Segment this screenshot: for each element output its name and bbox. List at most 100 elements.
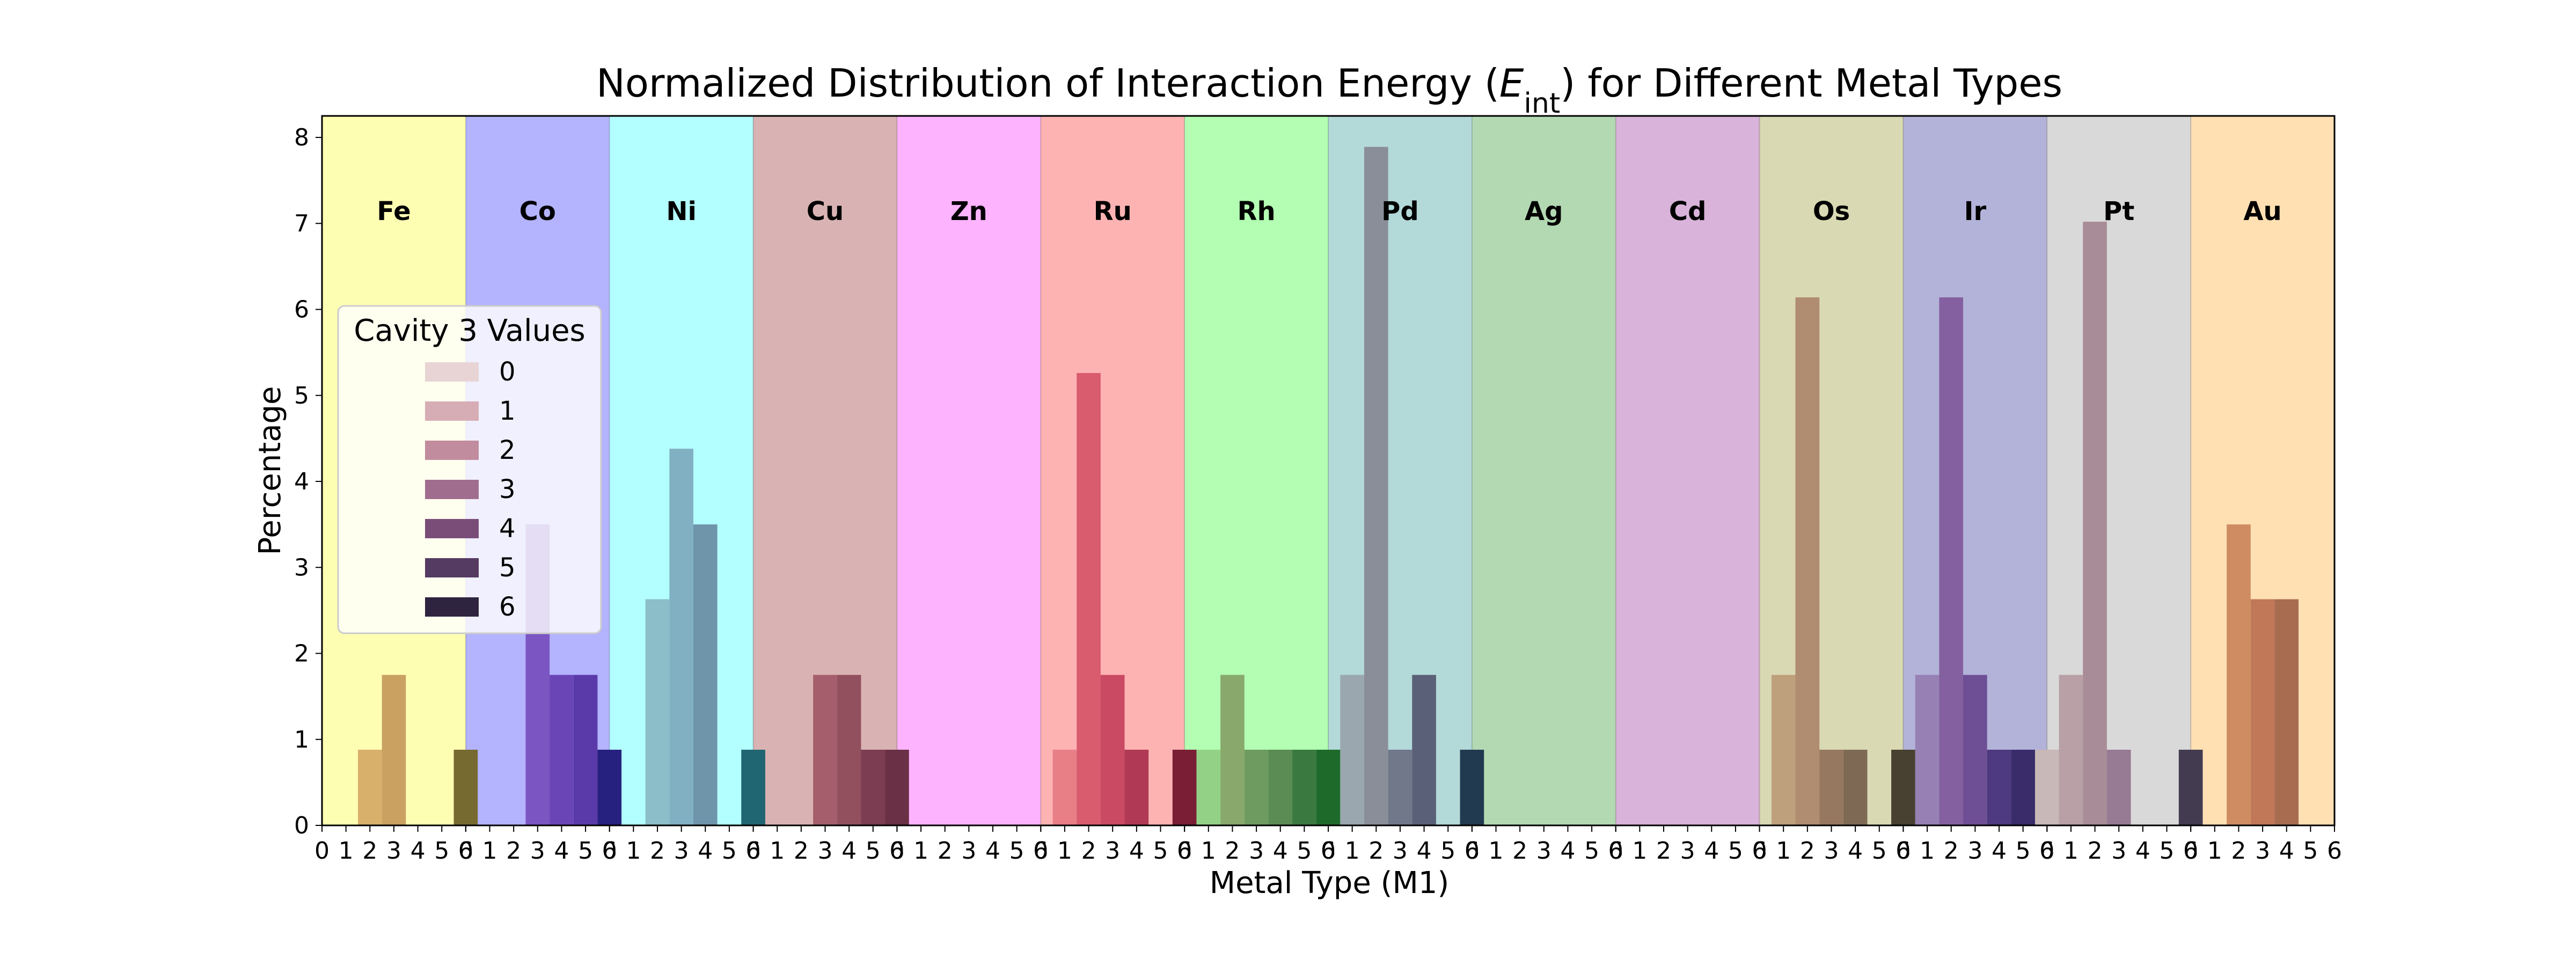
bar-os-2 <box>1795 297 1820 825</box>
bar-au-3 <box>2250 599 2275 825</box>
legend-swatch-6 <box>425 597 479 617</box>
group-band-rh <box>1184 116 1328 825</box>
x-tick-label: 6 <box>1752 837 1767 865</box>
legend-label-4: 4 <box>499 514 516 544</box>
bar-ni-3 <box>669 449 693 825</box>
y-tick-label: 7 <box>294 210 309 237</box>
x-tick-label: 0 <box>1465 837 1480 865</box>
x-tick-label: 6 <box>1321 837 1336 865</box>
y-tick-label: 1 <box>294 726 309 753</box>
group-band-cd <box>1615 116 1760 825</box>
x-tick-label: 0 <box>2183 837 2198 865</box>
bar-ir-4 <box>1987 749 2011 825</box>
x-tick-label: 1 <box>770 837 785 865</box>
group-label-rh: Rh <box>1238 196 1276 226</box>
bar-pd-3 <box>1388 749 1413 825</box>
x-tick-label: 5 <box>1009 837 1024 865</box>
group-label-zn: Zn <box>950 196 987 226</box>
legend-swatch-1 <box>425 401 479 421</box>
x-tick-label: 3 <box>674 837 689 865</box>
x-tick-label: 6 <box>1608 837 1623 865</box>
x-tick-label: 6 <box>458 837 473 865</box>
bar-ru-2 <box>1077 373 1101 825</box>
x-tick-label: 4 <box>841 837 857 865</box>
x-tick-label: 3 <box>1249 837 1264 865</box>
bar-ru-1 <box>1052 749 1077 825</box>
y-tick-label: 0 <box>294 812 309 839</box>
x-tick-label: 2 <box>650 837 665 865</box>
x-tick-label: 4 <box>1129 837 1144 865</box>
legend-title: Cavity 3 Values <box>354 313 585 348</box>
bar-ni-6 <box>741 749 765 825</box>
x-tick-label: 0 <box>1321 837 1336 865</box>
x-tick-label: 5 <box>2303 837 2318 865</box>
x-tick-label: 5 <box>578 837 593 865</box>
group-band-ag <box>1472 116 1616 825</box>
x-tick-label: 0 <box>1033 837 1048 865</box>
bar-cu-6 <box>885 749 909 825</box>
legend-swatch-0 <box>425 362 479 382</box>
x-tick-label: 1 <box>1345 837 1360 865</box>
bar-rh-1 <box>1196 749 1221 825</box>
x-tick-label: 0 <box>314 837 330 865</box>
x-tick-label: 2 <box>1368 837 1384 865</box>
x-tick-label: 2 <box>794 837 809 865</box>
y-tick-label: 2 <box>294 640 309 668</box>
x-axis-label: Metal Type (M1) <box>1210 866 1449 901</box>
bar-pd-2 <box>1364 147 1388 826</box>
bar-ir-2 <box>1939 297 1964 825</box>
x-tick-label: 4 <box>1848 837 1863 865</box>
legend-label-6: 6 <box>499 592 516 622</box>
group-label-os: Os <box>1813 196 1850 226</box>
bar-ru-6 <box>1172 749 1197 825</box>
bar-cu-3 <box>813 675 837 825</box>
x-tick-label: 5 <box>722 837 737 865</box>
x-tick-label: 2 <box>2088 837 2103 865</box>
bar-pd-4 <box>1412 675 1436 825</box>
bar-os-3 <box>1819 749 1843 825</box>
x-tick-label: 4 <box>411 837 426 865</box>
x-tick-label: 1 <box>1776 837 1791 865</box>
bar-rh-2 <box>1220 675 1245 825</box>
x-tick-label: 5 <box>1728 837 1743 865</box>
bar-ir-1 <box>1915 675 1940 825</box>
x-tick-label: 2 <box>1656 837 1671 865</box>
y-tick-label: 6 <box>294 296 309 324</box>
bar-cu-5 <box>861 749 885 825</box>
x-tick-label: 0 <box>1177 837 1192 865</box>
x-tick-label: 3 <box>1680 837 1695 865</box>
x-tick-label: 4 <box>2279 837 2294 865</box>
bar-ni-2 <box>645 599 670 825</box>
legend-swatch-5 <box>425 558 479 577</box>
group-label-cd: Cd <box>1669 196 1707 226</box>
x-tick-label: 5 <box>1440 837 1455 865</box>
x-tick-label: 6 <box>1033 837 1048 865</box>
y-tick-label: 4 <box>294 468 309 495</box>
x-tick-label: 6 <box>602 837 617 865</box>
group-label-pt: Pt <box>2103 196 2134 226</box>
x-tick-label: 5 <box>1872 837 1887 865</box>
x-tick-label: 6 <box>2039 837 2054 865</box>
x-tick-label: 2 <box>938 837 953 865</box>
x-tick-label: 1 <box>1201 837 1216 865</box>
bar-co-6 <box>597 749 622 825</box>
x-tick-label: 0 <box>746 837 761 865</box>
x-tick-label: 6 <box>746 837 761 865</box>
y-axis: 0 1 2 3 4 5 6 7 8 <box>294 124 322 839</box>
x-tick-label: 2 <box>1800 837 1815 865</box>
bar-au-2 <box>2227 524 2251 825</box>
x-tick-label: 4 <box>1417 837 1432 865</box>
x-tick-label: 5 <box>2160 837 2175 865</box>
x-tick-label: 3 <box>1824 837 1839 865</box>
x-tick-label: 6 <box>2183 837 2198 865</box>
x-tick-label: 4 <box>2135 837 2150 865</box>
legend-swatch-3 <box>425 480 479 499</box>
bar-os-4 <box>1843 749 1868 825</box>
x-tick-label: 1 <box>2063 837 2079 865</box>
group-backgrounds <box>322 116 2334 825</box>
bar-rh-5 <box>1292 749 1316 825</box>
x-tick-label: 1 <box>1920 837 1935 865</box>
group-label-co: Co <box>519 196 556 226</box>
x-tick-label: 1 <box>1632 837 1647 865</box>
